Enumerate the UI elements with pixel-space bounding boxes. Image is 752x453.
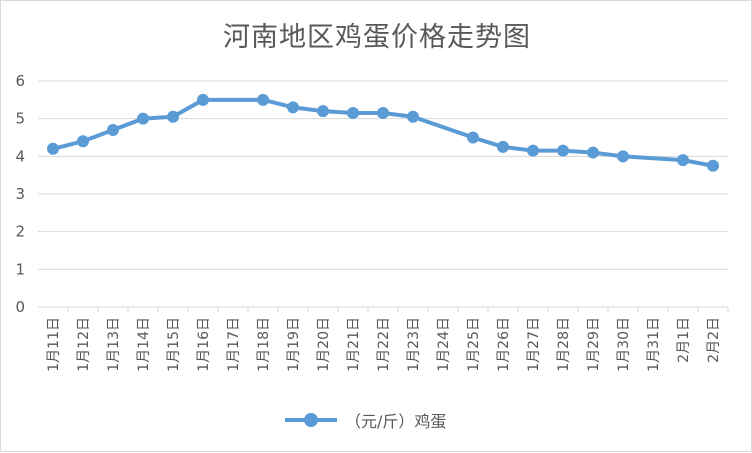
data-point-1月16日 <box>197 93 209 106</box>
x-tick-label: 1月15日 <box>166 317 182 372</box>
x-tick-label: 1月25日 <box>466 317 482 372</box>
x-tick-label: 1月27日 <box>526 317 542 372</box>
x-tick-label: 1月16日 <box>196 317 212 372</box>
x-tick-label: 1月17日 <box>226 317 242 372</box>
x-tick-label: 1月24日 <box>436 317 452 372</box>
data-point-1月25日 <box>467 131 479 144</box>
data-point-1月19日 <box>287 101 299 114</box>
legend-line-marker-icon <box>285 412 337 428</box>
x-tick-label: 1月18日 <box>256 317 272 372</box>
data-point-1月18日 <box>257 93 269 106</box>
chart-title: 河南地区鸡蛋价格走势图 <box>223 22 531 53</box>
data-point-1月15日 <box>167 110 179 123</box>
x-tick-label: 1月19日 <box>286 317 302 372</box>
data-point-1月14日 <box>137 112 149 125</box>
legend: （元/斤）鸡蛋 <box>285 407 446 433</box>
legend-label: （元/斤）鸡蛋 <box>345 412 447 431</box>
y-tick-label: 0 <box>15 298 25 316</box>
x-tick-label: 2月2日 <box>706 317 722 363</box>
x-tick-label: 1月14日 <box>136 317 152 372</box>
data-point-1月30日 <box>617 150 629 163</box>
data-point-1月23日 <box>407 110 419 123</box>
y-tick-label: 1 <box>15 260 25 278</box>
x-tick-label: 1月22日 <box>376 317 392 372</box>
data-point-1月20日 <box>317 105 329 118</box>
y-tick-label: 2 <box>15 223 25 241</box>
x-tick-label: 1月28日 <box>556 317 572 372</box>
y-tick-label: 4 <box>15 147 25 165</box>
x-tick-label: 1月26日 <box>496 317 512 372</box>
data-point-1月28日 <box>557 144 569 157</box>
x-tick-label: 1月13日 <box>106 317 122 372</box>
data-point-1月12日 <box>77 135 89 148</box>
data-point-1月21日 <box>347 107 359 120</box>
x-tick-label: 2月1日 <box>676 317 692 363</box>
data-point-1月11日 <box>47 142 59 155</box>
x-tick-label: 1月12日 <box>76 317 92 372</box>
x-tick-label: 1月11日 <box>46 317 62 372</box>
x-tick-label: 1月31日 <box>646 317 662 372</box>
y-tick-label: 5 <box>15 110 25 128</box>
y-tick-label: 3 <box>15 185 25 203</box>
data-point-1月27日 <box>527 144 539 157</box>
data-point-1月26日 <box>497 140 509 153</box>
data-point-1月29日 <box>587 146 599 159</box>
x-tick-label: 1月23日 <box>406 317 422 372</box>
data-point-1月13日 <box>107 123 119 136</box>
x-tick-label: 1月30日 <box>616 317 632 372</box>
x-tick-label: 1月20日 <box>316 317 332 372</box>
x-tick-label: 1月29日 <box>586 317 602 372</box>
data-point-2月2日 <box>707 159 719 172</box>
y-tick-label: 6 <box>15 72 25 90</box>
x-tick-label: 1月21日 <box>346 317 362 372</box>
data-point-1月22日 <box>377 107 389 120</box>
data-point-2月1日 <box>677 154 689 167</box>
